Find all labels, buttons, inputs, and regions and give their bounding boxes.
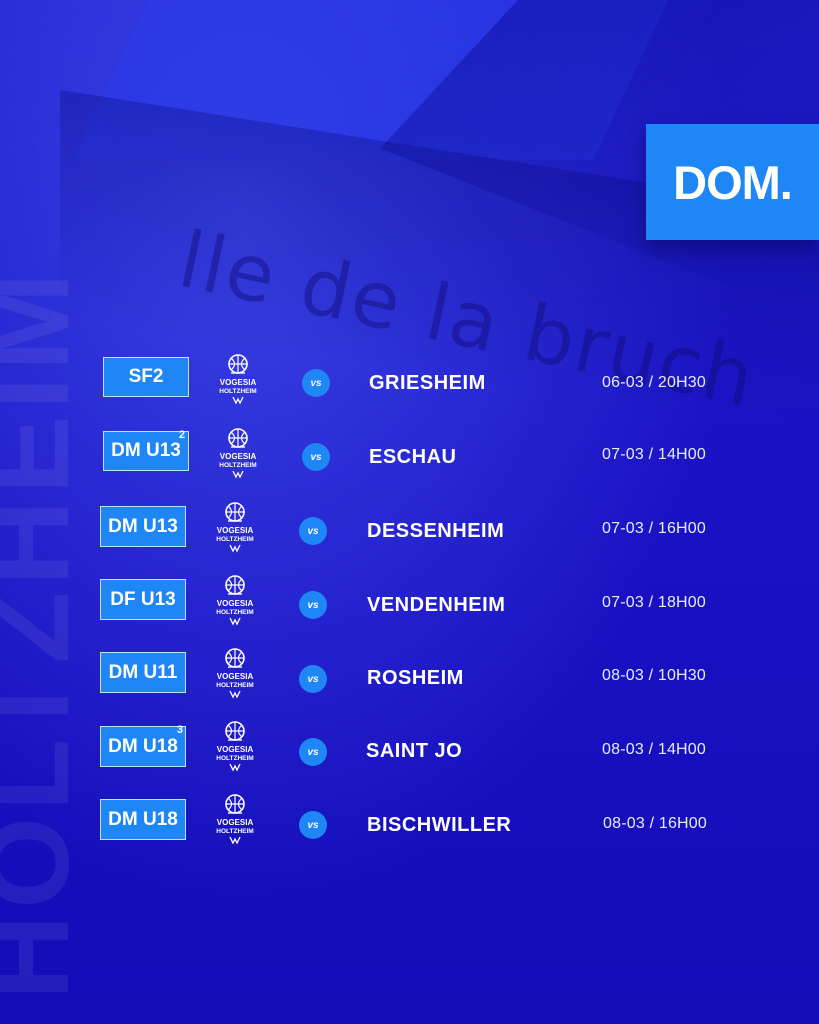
team-logo: VOGESIA HOLTZHEIM [210,574,260,626]
category-label: DM U18 [108,808,178,830]
dom-badge-label: DOM. [673,155,793,209]
logo-sub: HOLTZHEIM [216,609,253,616]
vs-badge: vs [302,369,330,397]
vs-badge: vs [302,443,330,471]
category-badge: DM U13 [100,506,186,547]
team-logo: VOGESIA HOLTZHEIM [210,501,260,553]
match-row: SF2 VOGESIA HOLTZHEIM vs GRIESHEIM 06-03… [0,350,819,410]
vs-badge: vs [299,665,327,693]
team-number: 2 [178,429,185,441]
category-label: DM U18 [108,735,178,757]
category-label: DF U13 [110,588,176,610]
logo-sub: HOLTZHEIM [219,462,256,469]
match-datetime: 08-03 / 14H00 [602,741,707,758]
category-label: SF2 [128,366,164,387]
match-datetime: 06-03 / 20H30 [602,374,707,391]
match-row: DM U13 VOGESIA HOLTZHEIM vs DESSENHEIM 0… [0,498,819,558]
opponent-name: ESCHAU [369,446,457,468]
team-logo: VOGESIA HOLTZHEIM [213,353,263,405]
match-row: DM U11 VOGESIA HOLTZHEIM vs ROSHEIM 08-0… [0,646,819,706]
opponent-name: GRIESHEIM [369,372,486,394]
team-logo: VOGESIA HOLTZHEIM [210,793,260,845]
category-badge: DM U11 [100,652,186,693]
match-datetime: 08-03 / 10H30 [602,667,707,684]
dom-badge: DOM. [646,124,819,240]
team-logo: VOGESIA HOLTZHEIM [210,647,260,699]
match-datetime: 07-03 / 16H00 [602,520,707,537]
vs-badge: vs [299,811,327,839]
category-badge: DM U18 3 [100,724,186,767]
vs-badge: vs [299,591,327,619]
opponent-name: SAINT JO [366,740,463,762]
logo-sub: HOLTZHEIM [219,388,256,395]
match-row: DM U13 2 VOGESIA HOLTZHEIM vs ESCHAU 07-… [0,424,819,484]
category-badge: SF2 [103,357,189,397]
vs-badge: vs [299,738,327,766]
logo-name: VOGESIA [217,818,254,827]
team-number: 3 [176,724,183,736]
category-label: DM U13 [111,440,181,461]
logo-sub: HOLTZHEIM [216,682,253,689]
category-label: DM U13 [108,515,178,537]
category-badge: DM U18 [100,799,186,840]
match-row: DF U13 VOGESIA HOLTZHEIM vs VENDENHEIM 0… [0,572,819,632]
match-datetime: 07-03 / 18H00 [602,594,707,611]
vs-badge: vs [299,517,327,545]
logo-name: VOGESIA [220,452,257,461]
match-datetime: 07-03 / 14H00 [602,446,707,463]
logo-sub: HOLTZHEIM [216,755,253,762]
logo-name: VOGESIA [217,526,254,535]
team-logo: VOGESIA HOLTZHEIM [210,720,260,772]
match-datetime: 08-03 / 16H00 [603,815,708,832]
match-row: DM U18 VOGESIA HOLTZHEIM vs BISCHWILLER … [0,793,819,853]
team-logo: VOGESIA HOLTZHEIM [213,427,263,479]
match-row: DM U18 3 VOGESIA HOLTZHEIM vs SAINT JO 0… [0,720,819,780]
category-badge: DM U13 2 [103,429,189,471]
logo-name: VOGESIA [220,378,257,387]
logo-name: VOGESIA [217,745,254,754]
opponent-name: VENDENHEIM [367,594,506,616]
logo-name: VOGESIA [217,672,254,681]
category-badge: DF U13 [100,579,186,620]
logo-sub: HOLTZHEIM [216,536,253,543]
logo-name: VOGESIA [217,599,254,608]
logo-sub: HOLTZHEIM [216,828,253,835]
opponent-name: DESSENHEIM [367,520,505,542]
opponent-name: ROSHEIM [367,667,464,689]
category-label: DM U11 [108,661,178,683]
opponent-name: BISCHWILLER [367,814,512,836]
